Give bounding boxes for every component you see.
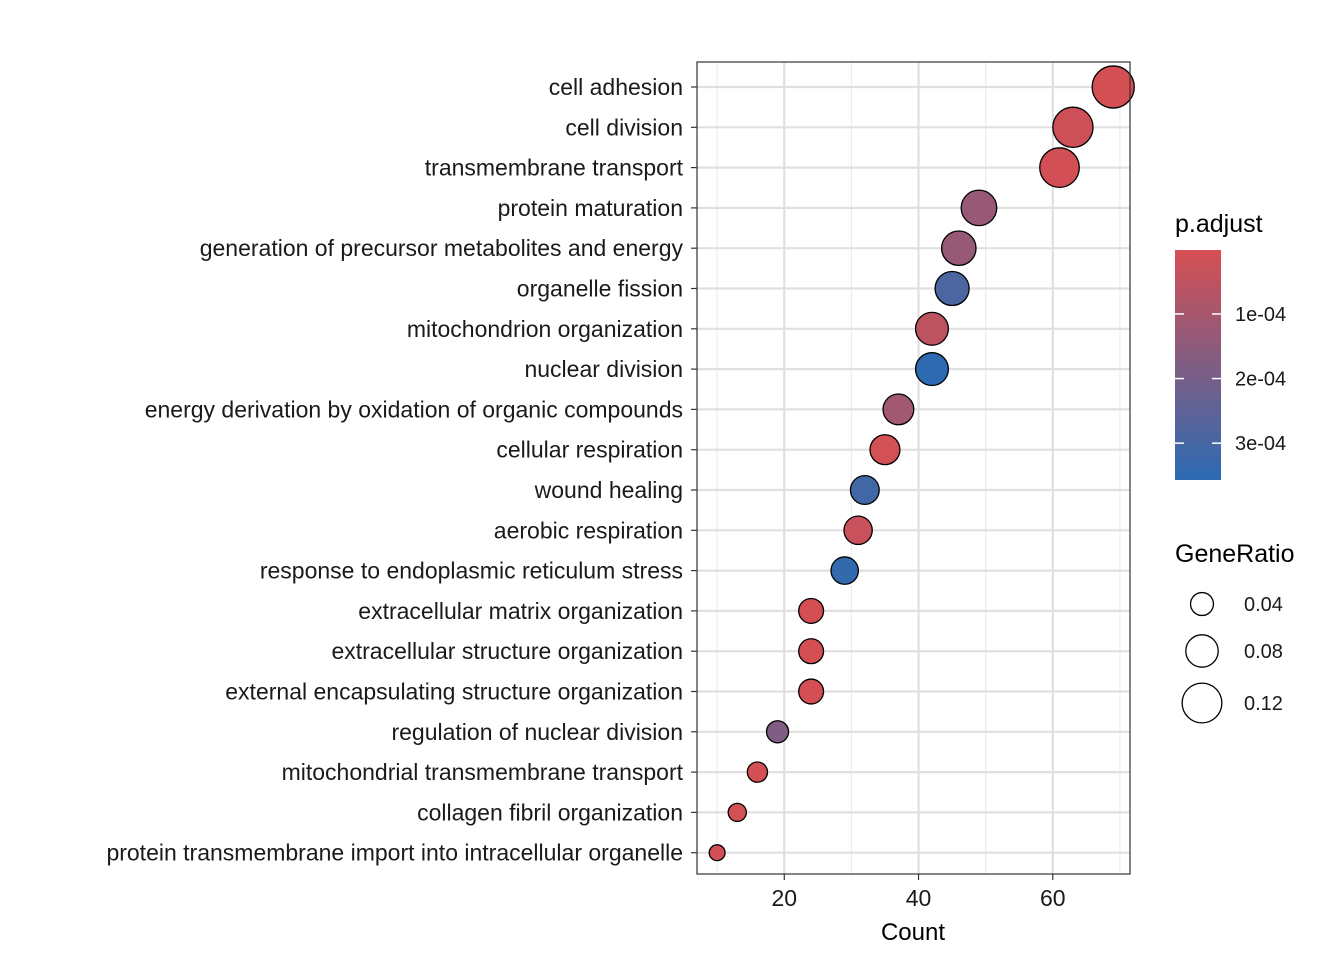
x-tick-label: 20 (771, 885, 797, 911)
data-point (869, 434, 901, 466)
x-tick-label: 60 (1040, 885, 1066, 911)
plot-panel-border (696, 61, 1131, 875)
p-adjust-colorbar (1175, 250, 1221, 480)
size-legend-label: 0.12 (1244, 693, 1283, 715)
y-tick-label: collagen fibril organization (417, 799, 683, 825)
data-point (1052, 106, 1094, 149)
y-tick-label: wound healing (534, 477, 683, 503)
size-legend-label: 0.08 (1244, 641, 1283, 663)
data-point (1039, 147, 1080, 189)
data-point (914, 352, 950, 387)
y-tick-label: energy derivation by oxidation of organi… (145, 396, 683, 422)
data-point (1091, 65, 1135, 109)
y-tick-label: response to endoplasmic reticulum stress (260, 558, 683, 584)
y-tick-label: mitochondrion organization (407, 316, 683, 342)
data-point (798, 678, 825, 705)
data-point (798, 638, 825, 665)
y-axis: cell adhesion cell division transmembrane … (106, 74, 697, 866)
colorbar-tick-label: 3e-04 (1235, 433, 1286, 455)
data-point (849, 474, 880, 506)
p-adjust-legend: p.adjust 1e-04 2e-04 3e-04 (1175, 210, 1286, 480)
y-tick-label: organelle fission (517, 276, 683, 302)
data-point (765, 720, 790, 744)
y-tick-label: cellular respiration (496, 437, 683, 463)
x-axis-title: Count (881, 919, 945, 946)
data-point (798, 597, 825, 624)
y-tick-label: cell adhesion (549, 74, 683, 100)
colorbar-tick-label: 1e-04 (1235, 304, 1286, 326)
y-tick-label: protein maturation (498, 195, 683, 221)
data-point (727, 802, 747, 823)
data-point (843, 515, 873, 546)
y-tick-label: protein transmembrane import into intrac… (106, 840, 683, 866)
gridlines (697, 62, 1130, 874)
y-tick-label: mitochondrial transmembrane transport (282, 759, 684, 785)
data-point (708, 844, 726, 862)
y-tick-label: transmembrane transport (425, 155, 684, 181)
data-point (940, 230, 977, 267)
y-tick-label: extracellular matrix organization (358, 598, 683, 624)
data-point (960, 189, 998, 227)
data-point (934, 270, 970, 307)
y-tick-label: nuclear division (524, 356, 683, 382)
colorbar-tick-label: 2e-04 (1235, 369, 1286, 391)
data-point (914, 311, 950, 346)
y-tick-label: cell division (565, 114, 683, 140)
data-point (830, 556, 860, 585)
p-adjust-legend-title: p.adjust (1175, 210, 1263, 238)
y-tick-label: regulation of nuclear division (391, 719, 683, 745)
y-tick-label: aerobic respiration (494, 517, 683, 543)
size-legend-key (1185, 634, 1219, 668)
gene-ratio-legend: GeneRatio 0.04 0.08 0.12 (1175, 540, 1295, 724)
y-tick-label: generation of precursor metabolites and … (200, 235, 684, 261)
size-legend-label: 0.04 (1244, 594, 1283, 616)
size-legend-key (1189, 591, 1215, 617)
data-points (708, 65, 1135, 862)
y-tick-label: external encapsulating structure organiz… (225, 679, 683, 705)
size-legend-key (1181, 682, 1223, 724)
data-point (746, 761, 769, 783)
data-point (882, 393, 915, 426)
gene-ratio-legend-title: GeneRatio (1175, 540, 1295, 568)
x-axis: 20 40 60 (771, 874, 1066, 911)
y-tick-label: extracellular structure organization (331, 638, 683, 664)
x-tick-label: 40 (906, 885, 932, 911)
